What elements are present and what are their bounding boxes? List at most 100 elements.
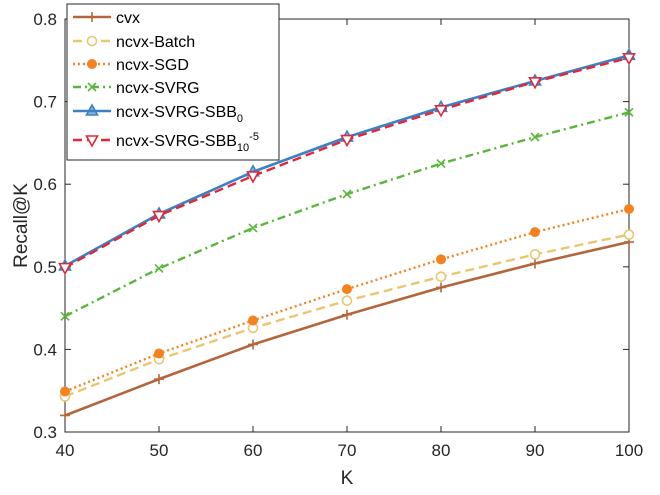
marker-shape: [85, 103, 99, 116]
y-tick-label: 0.3: [33, 423, 57, 442]
marker-shape: [623, 229, 635, 240]
data-point: [435, 271, 447, 283]
marker-shape: [436, 158, 446, 169]
legend-label: ncvx-SVRG-SBB0: [116, 104, 243, 125]
marker-shape: [60, 311, 70, 321]
marker-shape: [624, 203, 634, 214]
marker-shape: [87, 59, 97, 69]
data-point: [622, 53, 636, 66]
marker-shape: [154, 374, 164, 385]
marker-shape: [530, 132, 540, 142]
marker-shape: [87, 12, 97, 22]
legend-marker: [85, 103, 99, 116]
y-tick-label: 0.8: [33, 10, 57, 29]
marker-shape: [342, 189, 352, 199]
legend-label-text: ncvx-SGD: [116, 57, 189, 74]
marker-shape: [436, 254, 446, 265]
legend-label-text: ncvx-SVRG-SBB: [116, 133, 237, 150]
marker-shape: [528, 76, 542, 90]
legend-label-subscript: 10: [237, 142, 249, 154]
x-axis-title: K: [341, 468, 354, 489]
legend-marker: [87, 12, 97, 22]
series-0: [60, 237, 634, 421]
marker-shape: [530, 258, 540, 269]
marker-shape: [248, 223, 258, 233]
data-point: [624, 107, 634, 117]
data-point: [530, 227, 540, 238]
legend-item: ncvx-SVRG-SBB0: [73, 103, 243, 125]
marker-shape: [435, 271, 447, 283]
legend-marker: [86, 35, 98, 47]
marker-shape: [86, 35, 98, 47]
legend-item: ncvx-Batch: [73, 34, 195, 51]
data-point: [248, 339, 258, 350]
data-point: [60, 410, 70, 421]
marker-shape: [529, 249, 541, 260]
legend-marker: [85, 135, 99, 148]
data-point: [623, 229, 635, 240]
data-point: [436, 282, 446, 293]
data-point: [246, 171, 260, 184]
legend-label-text: cvx: [116, 10, 140, 27]
data-point: [342, 189, 352, 199]
data-point: [60, 386, 70, 397]
data-point: [342, 309, 352, 320]
data-point: [529, 249, 541, 260]
series-2: [60, 203, 634, 397]
y-tick-label: 0.7: [33, 93, 57, 112]
marker-shape: [436, 282, 446, 293]
legend-label-text: ncvx-SVRG: [116, 80, 200, 97]
marker-shape: [152, 210, 166, 224]
marker-shape: [58, 262, 72, 276]
data-point: [528, 76, 542, 90]
marker-shape: [60, 386, 70, 397]
y-tick-label: 0.5: [33, 258, 57, 277]
marker-shape: [530, 227, 540, 238]
data-point: [436, 254, 446, 265]
y-tick-label: 0.4: [33, 340, 57, 359]
data-point: [436, 158, 446, 169]
legend-label-text: ncvx-SVRG-SBB: [116, 104, 237, 121]
legend-marker: [87, 82, 97, 92]
data-point: [434, 105, 448, 118]
x-tick-label: 60: [244, 441, 263, 460]
marker-shape: [622, 53, 636, 66]
series-3: [60, 107, 634, 321]
data-point: [154, 374, 164, 385]
marker-shape: [85, 135, 99, 148]
data-point: [60, 311, 70, 321]
legend-item: ncvx-SGD: [73, 57, 189, 74]
x-tick-label: 100: [615, 441, 643, 460]
marker-shape: [60, 410, 70, 421]
marker-shape: [342, 309, 352, 320]
marker-shape: [624, 107, 634, 117]
x-tick-label: 70: [338, 441, 357, 460]
data-point: [530, 258, 540, 269]
legend-item: cvx: [73, 10, 140, 27]
legend-label-subscript: 0: [237, 113, 243, 125]
data-point: [342, 284, 352, 295]
marker-shape: [154, 263, 164, 274]
data-point: [341, 295, 353, 306]
legend-label: ncvx-SVRG: [116, 80, 200, 97]
marker-shape: [246, 171, 260, 184]
marker-shape: [342, 284, 352, 295]
marker-shape: [154, 348, 164, 359]
legend-label-text: ncvx-Batch: [116, 34, 195, 51]
data-point: [624, 203, 634, 214]
legend-item: ncvx-SVRG: [73, 80, 200, 97]
x-tick-label: 90: [526, 441, 545, 460]
legend: cvx ncvx-Batch ncvx-SGD ncvx-SVRG ncvx-SVRG-…: [66, 3, 280, 161]
marker-shape: [434, 105, 448, 118]
legend-label: ncvx-SVRG-SBB10-5: [116, 131, 259, 154]
x-tick-label: 40: [56, 441, 75, 460]
legend-label-superscript: -5: [249, 131, 259, 143]
y-axis-title: Recall@K: [11, 183, 32, 268]
data-point: [154, 348, 164, 359]
legend-label: ncvx-Batch: [116, 34, 195, 51]
marker-shape: [341, 295, 353, 306]
data-point: [530, 132, 540, 142]
marker-shape: [248, 315, 258, 326]
legend-box: [66, 3, 280, 161]
